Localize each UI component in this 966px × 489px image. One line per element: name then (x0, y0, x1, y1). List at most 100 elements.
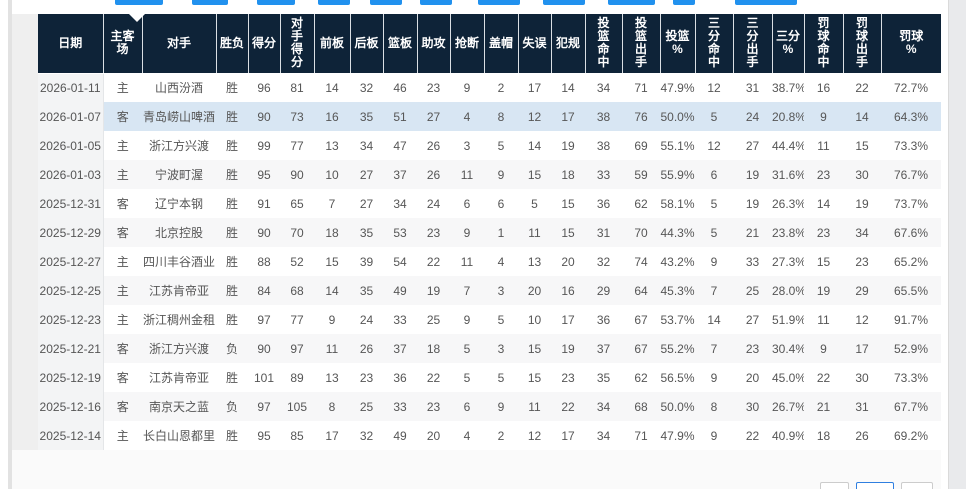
header-pointer-arrow (129, 14, 145, 22)
top-tab-indicator[interactable] (478, 0, 520, 5)
stat-cell: 101 (253, 370, 275, 385)
table-row[interactable]: 2025-12-25 主 江苏肯帝亚 胜 84 68 14 35 49 19 7 3 20 16 29 64 4… (38, 276, 941, 305)
top-tab-indicator[interactable] (673, 0, 695, 5)
stat-cell: 72.7% (893, 80, 929, 95)
table-row[interactable]: 2025-12-27 主四川丰谷酒业胜 88 52 15 39 54 22 11 4 13 20 32 7… (38, 247, 941, 276)
table-row[interactable]: 2025-12-29 客北京控股胜 90 70 18 35 53 23 9 1 11 15 31 70 44… (38, 218, 941, 247)
stat-cell: 34 (596, 399, 611, 414)
column-header[interactable]: 三分 % (772, 14, 805, 74)
stat-cell: 32 (359, 428, 374, 443)
top-tab-indicator[interactable] (608, 0, 655, 5)
column-header[interactable]: 得分 (248, 14, 281, 74)
column-header[interactable]: 抢断 (450, 14, 485, 74)
top-tab-indicator[interactable] (257, 0, 295, 5)
stat-cell: 22 (426, 254, 441, 269)
top-tab-indicator[interactable] (115, 0, 163, 5)
stat-cell: 主 (116, 81, 129, 96)
table-row[interactable]: 2025-12-14 主长白山恩都里胜 95 85 17 32 49 20 4 2 12 17 34 71… (38, 421, 941, 450)
table-row[interactable]: 2026-01-05 主 浙江方兴渡 胜 99 77 13 34 47 26 3 5 14 19 38 69 5… (38, 131, 941, 160)
column-header[interactable]: 犯规 (551, 14, 586, 74)
stat-cell: 67 (634, 341, 648, 356)
stat-cell: 23.8% (772, 225, 804, 240)
column-header[interactable]: 三 分 出 手 (733, 14, 773, 74)
stat-cell: 9 (820, 341, 827, 356)
column-header[interactable]: 罚球 % (881, 14, 941, 74)
stat-cell: 9 (463, 312, 471, 327)
stat-cell: 7 (710, 283, 718, 298)
stat-cell: 22 (816, 370, 831, 385)
column-header[interactable]: 投篮 % (660, 14, 696, 74)
stat-cell: 90 (257, 109, 271, 124)
stat-cell: 96 (257, 80, 271, 95)
stat-cell: 7 (328, 196, 336, 211)
stat-cell: 36 (393, 370, 407, 385)
scrollbar-track[interactable] (948, 0, 966, 489)
current-page-button[interactable] (856, 482, 894, 489)
column-header[interactable]: 失误 (518, 14, 552, 74)
top-tab-indicator[interactable] (192, 0, 228, 5)
stat-cell: 84 (257, 283, 271, 298)
stat-cell: 35 (359, 109, 374, 124)
table-row[interactable]: 2025-12-21 客浙江方兴渡负 90 97 11 26 37 18 5 3 15 19 37 67 5… (38, 334, 941, 363)
stat-cell: 12 (527, 109, 542, 124)
top-tab-indicator[interactable] (318, 0, 350, 5)
stat-cell: 9 (463, 225, 471, 240)
stat-cell: 105 (286, 399, 308, 414)
column-header[interactable]: 罚 球 出 手 (843, 14, 882, 74)
table-row[interactable]: 2025-12-23 主浙江稠州金租胜 97 77 9 24 33 25 9 5 10 17 36 67 5… (38, 305, 941, 334)
top-tab-indicator[interactable] (370, 0, 402, 5)
stat-cell: 客 (116, 342, 129, 356)
column-header[interactable]: 投 篮 出 手 (622, 14, 661, 74)
column-header[interactable]: 投 篮 命 中 (585, 14, 623, 74)
stat-cell: 69 (634, 138, 648, 153)
next-page-button[interactable] (901, 482, 933, 489)
date-cell: 2025-12-21 (38, 334, 104, 363)
stat-cell: 4 (463, 428, 471, 443)
stat-cell: 50.0% (660, 399, 695, 414)
column-header[interactable]: 主客 场 (103, 14, 143, 74)
column-header[interactable]: 前板 (314, 14, 351, 74)
top-tab-indicator[interactable] (420, 0, 452, 5)
stat-cell: 主 (116, 168, 129, 182)
stat-cell: 浙江方兴渡 (148, 342, 209, 356)
stat-cell: 6 (710, 167, 718, 182)
top-tab-indicator[interactable] (543, 0, 585, 5)
stat-cell: 21 (816, 399, 831, 414)
table-row[interactable]: 2025-12-31 客辽宁本钢胜 91 65 7 27 34 24 6 6 5 15 36 62 58.1… (38, 189, 941, 218)
column-header[interactable]: 对 手 得 分 (280, 14, 315, 74)
column-header[interactable]: 罚 球 命 中 (804, 14, 844, 74)
stat-cell: 77 (290, 312, 304, 327)
stat-cell: 65 (290, 196, 304, 211)
date-cell: 2025-12-14 (38, 421, 104, 450)
stat-cell: 17 (561, 109, 575, 124)
column-header[interactable]: 对手 (142, 14, 217, 74)
table-row[interactable]: 2026-01-07 客青岛崂山啤酒胜 90 73 16 35 51 27 4 8 12 17 38 76… (38, 102, 941, 131)
table-row[interactable]: 2025-12-16 客 南京天之蓝 负 97 105 8 25 33 23 6 9 11 22 34 68 5… (38, 392, 941, 421)
stat-cell: 19 (816, 283, 831, 298)
column-header[interactable]: 助攻 (417, 14, 451, 74)
stat-cell: 33 (745, 254, 760, 269)
column-header[interactable]: 篮板 (383, 14, 418, 74)
table-row[interactable]: 2025-12-19 客 江苏肯帝亚 胜 101 89 13 23 36 22 5 5 15 23 35 62… (38, 363, 941, 392)
column-header[interactable]: 三 分 命 中 (695, 14, 734, 74)
top-tab-indicator[interactable] (735, 0, 797, 5)
stat-cell: 32 (359, 80, 374, 95)
prev-page-button[interactable] (820, 482, 849, 489)
stat-cell: 37 (596, 341, 611, 356)
column-header[interactable]: 后板 (350, 14, 384, 74)
stat-cell: 38 (596, 138, 611, 153)
stat-cell: 24 (426, 196, 441, 211)
table-row[interactable]: 2026-01-03 主 宁波町渥 胜 95 90 10 27 37 26 11 9 15 18 33 59 5… (38, 160, 941, 189)
column-header[interactable]: 盖帽 (484, 14, 519, 74)
column-header[interactable]: 日期 (38, 14, 104, 74)
date-cell: 2026-01-07 (38, 102, 104, 131)
stat-cell: 5 (463, 370, 471, 385)
stat-cell: 7 (463, 283, 471, 298)
date-cell: 2025-12-25 (38, 276, 104, 305)
stat-cell: 55.1% (660, 138, 695, 153)
stat-cell: 51 (393, 109, 407, 124)
stat-cell: 27 (359, 167, 374, 182)
table-row[interactable]: 2026-01-11 主 山西汾酒 胜 96 81 14 32 46 23 9 2 17 14 34 71 47… (38, 73, 941, 102)
stat-cell: 长白山恩都里 (142, 429, 215, 443)
column-header[interactable]: 胜负 (216, 14, 249, 74)
